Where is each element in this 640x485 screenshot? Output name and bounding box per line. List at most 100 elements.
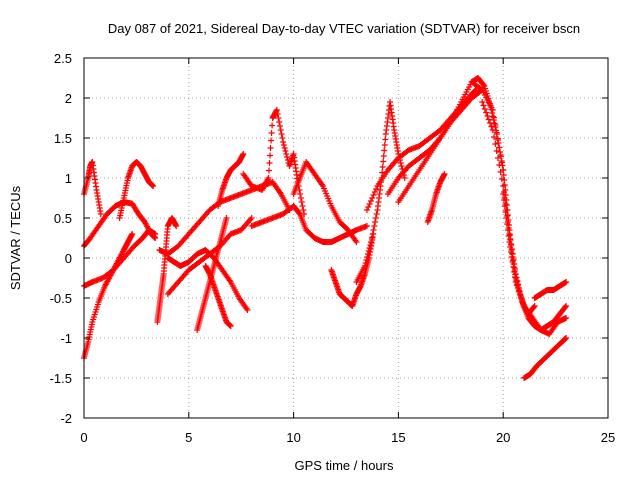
data-point — [373, 186, 380, 192]
data-point — [372, 219, 379, 225]
data-point — [497, 152, 504, 158]
data-point — [173, 223, 180, 229]
data-point — [227, 323, 234, 329]
data-point — [503, 215, 510, 221]
series-track-s — [384, 75, 507, 197]
data-point — [369, 231, 376, 237]
series-track-m — [240, 107, 308, 217]
data-point — [513, 282, 520, 288]
series-track-i — [164, 215, 255, 297]
data-point — [280, 139, 287, 145]
data-points — [81, 75, 570, 381]
data-point — [508, 254, 515, 260]
data-point — [518, 294, 525, 300]
series-track-o — [290, 159, 360, 245]
data-point — [398, 163, 405, 169]
data-point — [492, 141, 499, 147]
data-point — [370, 227, 377, 233]
series-track-y — [521, 335, 570, 381]
data-point — [483, 109, 490, 116]
data-point — [481, 106, 488, 112]
data-point — [97, 211, 104, 217]
data-point — [367, 198, 374, 204]
y-axis-label: SDTVAR / TECUs — [8, 185, 23, 290]
data-point — [223, 215, 230, 221]
data-point — [366, 201, 373, 207]
data-point — [368, 235, 375, 241]
data-point — [508, 249, 515, 255]
chart-title: Day 087 of 2021, Sidereal Day-to-day VTE… — [108, 21, 580, 36]
series-track-e — [116, 159, 157, 221]
data-point — [520, 300, 527, 306]
data-point — [363, 257, 370, 263]
data-point — [281, 145, 288, 151]
data-point — [491, 114, 498, 121]
data-point — [493, 129, 500, 136]
data-point — [441, 171, 448, 177]
data-point — [248, 215, 255, 221]
x-tick-label: 25 — [601, 430, 615, 445]
data-point — [501, 203, 508, 209]
x-tick-label: 10 — [286, 430, 300, 445]
data-point — [380, 158, 387, 165]
y-tick-label: 1.5 — [54, 131, 72, 146]
data-point — [494, 137, 501, 143]
data-point — [368, 239, 375, 245]
x-tick-label: 0 — [80, 430, 87, 445]
data-point — [494, 155, 501, 161]
series-track-k — [202, 263, 234, 329]
data-point — [516, 291, 523, 297]
data-point — [274, 111, 281, 117]
data-point — [267, 145, 274, 151]
data-point — [509, 259, 516, 265]
data-point — [266, 160, 273, 166]
data-point — [366, 245, 373, 251]
data-point — [381, 142, 388, 148]
data-point — [504, 221, 511, 227]
data-point — [269, 122, 276, 129]
data-point — [362, 260, 369, 266]
data-point — [240, 151, 247, 157]
data-point — [484, 113, 491, 119]
x-tick-label: 15 — [391, 430, 405, 445]
data-point — [401, 175, 408, 181]
data-point — [563, 303, 570, 309]
data-point — [512, 279, 519, 285]
data-point — [504, 227, 511, 233]
data-point — [507, 244, 514, 250]
y-tick-label: -1.5 — [50, 371, 72, 386]
data-point — [500, 191, 507, 197]
data-point — [489, 113, 496, 120]
data-point — [492, 122, 499, 128]
series-track-r — [363, 87, 479, 213]
series-track-b — [81, 199, 159, 249]
data-point — [379, 164, 386, 170]
y-tick-label: -0.5 — [50, 291, 72, 306]
series-track-z — [531, 279, 570, 301]
series-track-q — [353, 99, 408, 285]
data-point — [367, 242, 374, 248]
data-point — [480, 102, 487, 109]
data-point — [531, 303, 538, 309]
series-track-t — [395, 87, 486, 205]
data-point — [371, 189, 378, 195]
data-point — [496, 162, 503, 168]
data-point — [480, 82, 487, 88]
data-point — [493, 148, 500, 154]
data-point — [129, 231, 136, 237]
data-point — [267, 152, 274, 159]
data-point — [500, 197, 507, 203]
data-point — [489, 107, 496, 113]
series-track-j — [194, 215, 230, 333]
data-point — [363, 207, 370, 213]
data-point — [244, 307, 251, 313]
data-point — [150, 183, 157, 189]
y-tick-label: 1 — [65, 171, 72, 186]
data-point — [297, 191, 304, 197]
data-point — [371, 223, 378, 229]
series-track-x — [500, 191, 570, 337]
data-point — [530, 304, 537, 310]
data-point — [519, 297, 526, 303]
data-point — [502, 209, 509, 215]
